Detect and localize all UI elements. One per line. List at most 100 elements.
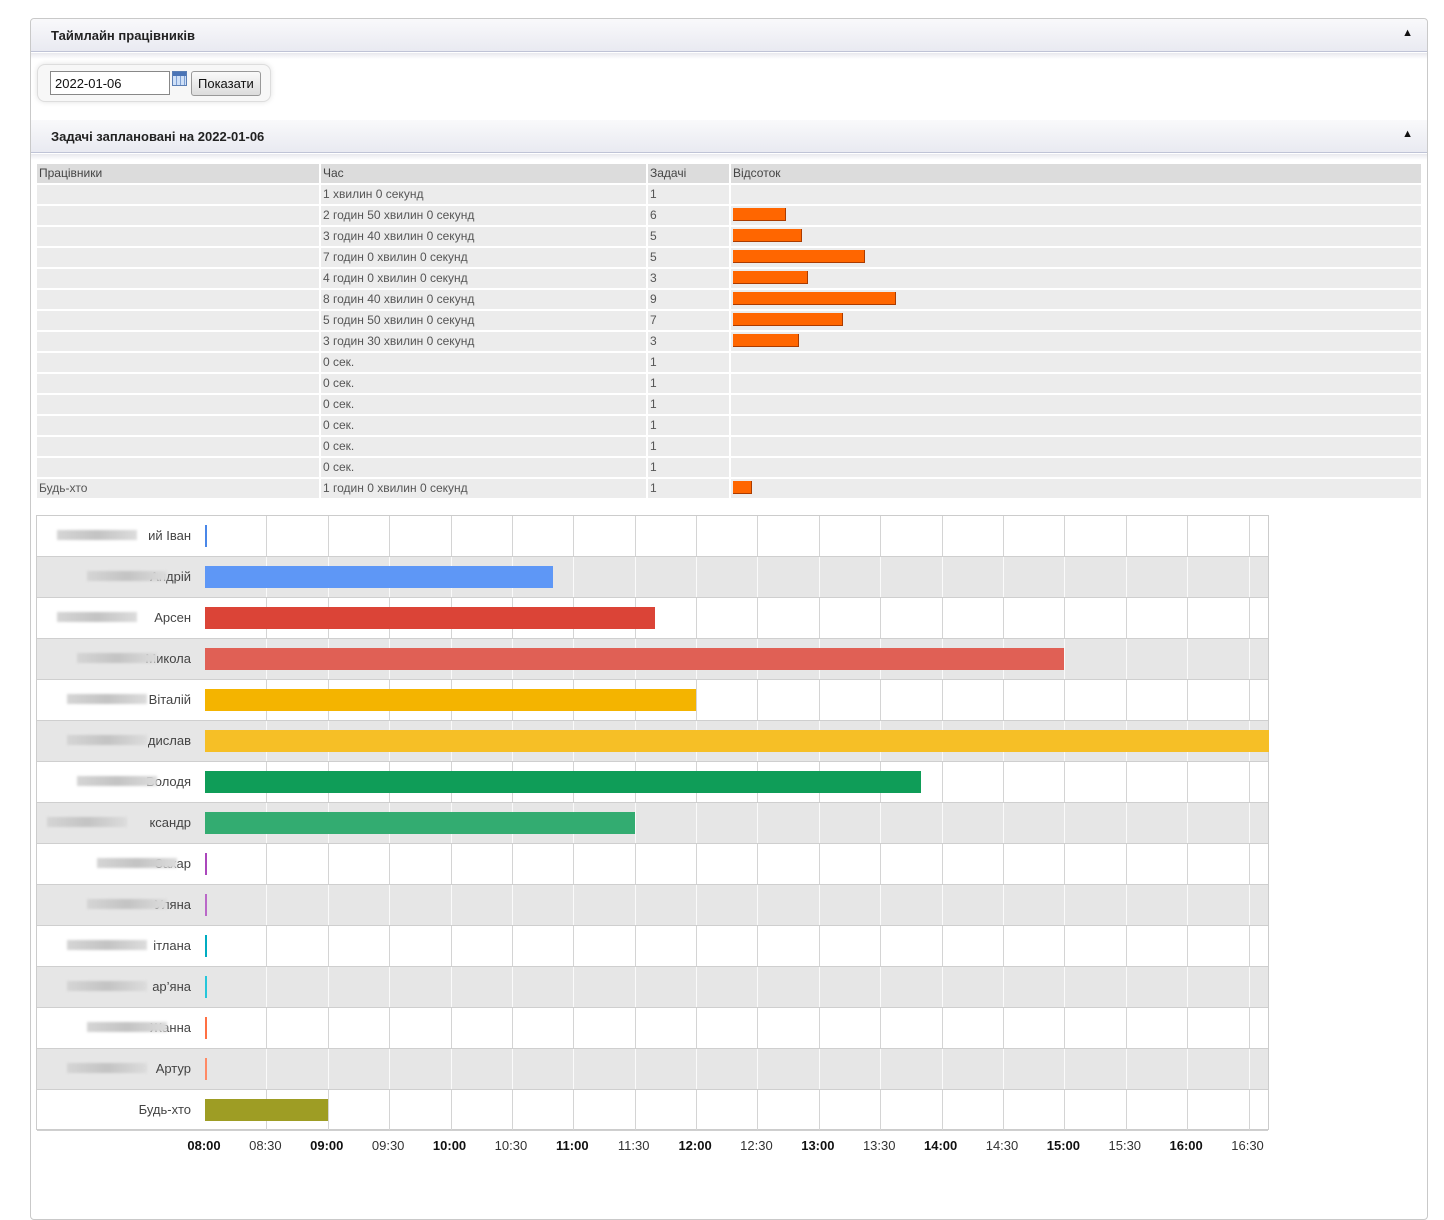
grid-line (880, 967, 882, 1007)
grid-line (1064, 598, 1066, 638)
grid-line (511, 844, 513, 884)
timeline-bar[interactable] (205, 1099, 328, 1121)
timeline-bar[interactable] (205, 566, 553, 588)
grid-line (818, 598, 820, 638)
collapse-arrow-icon[interactable]: ▲ (1402, 27, 1413, 39)
grid-line (880, 598, 882, 638)
grid-line (327, 844, 329, 884)
grid-line (1187, 885, 1189, 925)
cell-worker (37, 353, 319, 372)
cell-tasks: 1 (648, 185, 729, 204)
redacted-name (67, 1063, 147, 1073)
grid-line (327, 1008, 329, 1048)
column-header-time: Час (321, 164, 646, 183)
grid-line (818, 1049, 820, 1089)
timeline-bar[interactable] (205, 935, 208, 957)
panel-header[interactable]: Таймлайн працівників ▲ (31, 19, 1427, 52)
grid-line (1003, 926, 1004, 966)
calendar-icon[interactable] (172, 71, 187, 86)
grid-line (1187, 803, 1189, 843)
time-tick: 11:30 (617, 1138, 650, 1153)
table-row: Будь-хто 1 годин 0 хвилин 0 секунд 1 (37, 479, 1421, 498)
cell-worker (37, 290, 319, 309)
grid-line (389, 1008, 391, 1048)
time-tick: 16:30 (1231, 1138, 1264, 1153)
grid-line (634, 1090, 636, 1130)
timeline-bar[interactable] (205, 607, 656, 629)
cell-worker (37, 332, 319, 351)
table-row: 4 годин 0 хвилин 0 секунд 3 (37, 269, 1421, 288)
timeline-chart: ий Іван Андрій Арсен Микола Віталій дислав Вол… (36, 515, 1269, 1131)
grid-line (1064, 1090, 1066, 1130)
grid-line (880, 926, 882, 966)
grid-line (1187, 516, 1189, 556)
grid-line (1248, 762, 1250, 802)
timeline-bar[interactable] (205, 894, 208, 916)
row-label: Арсен (154, 610, 191, 625)
cell-percent (731, 248, 1421, 267)
timeline-bar[interactable] (205, 1058, 208, 1080)
cell-worker (37, 248, 319, 267)
grid-line (1187, 1049, 1189, 1089)
grid-line (573, 1049, 575, 1089)
timeline-bar[interactable] (205, 525, 208, 547)
header-shadow (31, 154, 1427, 160)
cell-tasks: 1 (648, 395, 729, 414)
timeline-bar[interactable] (205, 853, 208, 875)
table-row: 0 сек. 1 (37, 458, 1421, 477)
grid-line (1248, 885, 1250, 925)
grid-line (1003, 762, 1004, 802)
grid-line (1248, 1090, 1250, 1130)
redacted-name (67, 694, 147, 704)
grid-line (696, 885, 698, 925)
timeline-row: ітлана (37, 926, 1268, 967)
timeline-bar[interactable] (205, 730, 1269, 752)
grid-line (757, 1049, 759, 1089)
collapse-arrow-icon[interactable]: ▲ (1402, 128, 1413, 140)
grid-line (880, 844, 882, 884)
grid-line (327, 926, 329, 966)
cell-time: 8 годин 40 хвилин 0 секунд (321, 290, 646, 309)
cell-time: 0 сек. (321, 458, 646, 477)
grid-line (880, 885, 882, 925)
cell-tasks: 3 (648, 269, 729, 288)
row-label: Артур (155, 1061, 191, 1076)
grid-line (696, 516, 698, 556)
timeline-bar[interactable] (205, 976, 208, 998)
cell-percent (731, 185, 1421, 204)
grid-line (1003, 885, 1004, 925)
grid-line (1064, 967, 1066, 1007)
cell-worker (37, 206, 319, 225)
tasks-section-header[interactable]: Задачі заплановані на 2022-01-06 ▲ (31, 120, 1427, 153)
grid-line (880, 680, 882, 720)
time-axis: 08:00 08:30 09:00 09:30 10:00 10:30 11:00 11:30… (0, 1138, 1444, 1158)
cell-tasks: 5 (648, 248, 729, 267)
percent-bar (733, 271, 808, 284)
grid-line (1064, 557, 1066, 597)
grid-line (1064, 803, 1066, 843)
timeline-bar[interactable] (205, 648, 1065, 670)
grid-line (1187, 598, 1189, 638)
row-label: ий Іван (148, 528, 191, 543)
cell-worker (37, 185, 319, 204)
cell-percent (731, 437, 1421, 456)
cell-tasks: 5 (648, 227, 729, 246)
grid-line (327, 885, 329, 925)
show-button[interactable]: Показати (191, 71, 261, 96)
percent-bar (733, 250, 865, 263)
timeline-bar[interactable] (205, 689, 697, 711)
timeline-row: Артур (37, 1049, 1268, 1090)
table-row: 5 годин 50 хвилин 0 секунд 7 (37, 311, 1421, 330)
grid-line (634, 1049, 636, 1089)
timeline-bar[interactable] (205, 812, 635, 834)
cell-tasks: 1 (648, 353, 729, 372)
grid-line (1003, 803, 1004, 843)
date-input[interactable] (50, 71, 170, 95)
grid-line (1187, 844, 1189, 884)
cell-time: 0 сек. (321, 374, 646, 393)
grid-line (450, 1008, 452, 1048)
cell-time: 4 годин 0 хвилин 0 секунд (321, 269, 646, 288)
grid-line (880, 557, 882, 597)
timeline-bar[interactable] (205, 1017, 208, 1039)
timeline-bar[interactable] (205, 771, 922, 793)
